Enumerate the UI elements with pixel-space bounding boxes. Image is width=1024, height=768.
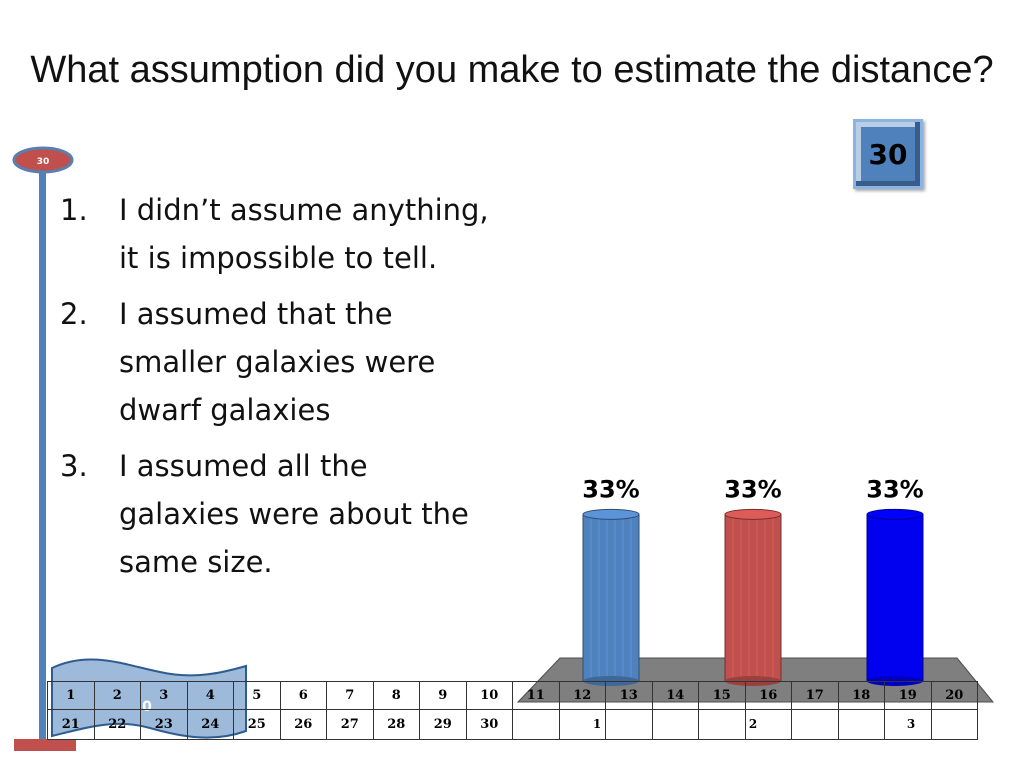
response-cell: 12 — [558, 681, 606, 710]
answer-text: I didn’t assume anything, it is impossib… — [119, 193, 489, 275]
countdown-marker — [12, 146, 74, 174]
bar-2 — [724, 508, 782, 686]
response-cell: 11 — [512, 681, 560, 710]
data-label-3: 33% — [866, 475, 923, 503]
response-cell: 5 — [233, 681, 281, 710]
timer-box: 30 — [853, 119, 923, 189]
response-cell — [837, 709, 885, 740]
bar-1 — [582, 508, 640, 686]
response-cell — [558, 709, 606, 740]
response-cell: 27 — [326, 709, 374, 740]
response-cell — [791, 709, 839, 740]
response-cell: 9 — [419, 681, 467, 710]
answer-item-1[interactable]: 1. I didn’t assume anything, it is impos… — [60, 186, 490, 282]
response-row-1: 1 2 3 4 5 6 7 8 9 10 11 12 13 14 15 16 17 18 19 20 — [47, 681, 978, 710]
response-grid: 1 2 3 4 5 6 7 8 9 10 11 12 13 14 15 16 17 18 19 20 21 22 23 24… — [47, 681, 978, 740]
countdown-base — [14, 739, 76, 751]
response-cell: 18 — [837, 681, 885, 710]
slide-title: What assumption did you make to estimate… — [30, 49, 994, 91]
response-cell: 3 — [140, 681, 188, 710]
response-cell — [698, 709, 746, 740]
answer-text: I assumed all the galaxies were about th… — [119, 449, 469, 579]
data-label-2: 33% — [724, 475, 781, 503]
response-cell: 6 — [279, 681, 327, 710]
response-cell: 14 — [651, 681, 699, 710]
response-cell: 15 — [698, 681, 746, 710]
response-cell: 13 — [605, 681, 653, 710]
response-cell: 8 — [372, 681, 420, 710]
response-cell: 23 — [140, 709, 188, 740]
response-cell — [605, 709, 653, 740]
response-cell: 1 — [47, 681, 95, 710]
answer-number: 2. — [60, 297, 88, 331]
answer-text: I assumed that the smaller galaxies were… — [119, 297, 436, 427]
countdown-pole — [39, 165, 46, 745]
answer-number: 3. — [60, 449, 88, 483]
countdown-marker-label: 30 — [37, 157, 50, 167]
answer-item-2[interactable]: 2. I assumed that the smaller galaxies w… — [60, 290, 490, 434]
answer-list: 1. I didn’t assume anything, it is impos… — [60, 186, 490, 594]
response-cell: 16 — [744, 681, 792, 710]
response-cell: 17 — [791, 681, 839, 710]
response-cell: 19 — [884, 681, 932, 710]
bar-3 — [866, 508, 924, 686]
response-cell: 2 — [93, 681, 141, 710]
response-cell: 4 — [186, 681, 234, 710]
response-cell: 21 — [47, 709, 95, 740]
response-cell — [744, 709, 792, 740]
response-cell: 7 — [326, 681, 374, 710]
response-row-2: 21 22 23 24 25 26 27 28 29 30 — [47, 709, 978, 740]
response-cell — [930, 709, 978, 740]
response-cell: 22 — [93, 709, 141, 740]
response-cell: 28 — [372, 709, 420, 740]
data-label-1: 33% — [582, 475, 639, 503]
response-cell: 29 — [419, 709, 467, 740]
response-cell: 10 — [465, 681, 513, 710]
response-cell: 30 — [465, 709, 513, 740]
response-cell — [512, 709, 560, 740]
response-cell — [884, 709, 932, 740]
response-cell: 20 — [930, 681, 978, 710]
response-cell: 25 — [233, 709, 281, 740]
response-cell: 24 — [186, 709, 234, 740]
answer-number: 1. — [60, 193, 88, 227]
answer-item-3[interactable]: 3. I assumed all the galaxies were about… — [60, 442, 490, 586]
timer-value: 30 — [868, 137, 908, 171]
response-cell: 26 — [279, 709, 327, 740]
response-cell — [651, 709, 699, 740]
